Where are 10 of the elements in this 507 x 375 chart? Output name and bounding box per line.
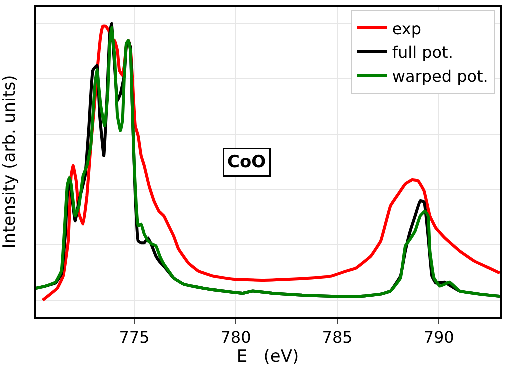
legend-label: warped pot. bbox=[392, 66, 488, 86]
annotation: CoO bbox=[228, 152, 266, 172]
x-axis-title: E (eV) bbox=[236, 346, 300, 367]
x-tick-label: 790 bbox=[424, 328, 454, 347]
x-tick-label: 780 bbox=[220, 328, 252, 347]
legend-label: full pot. bbox=[392, 43, 454, 62]
x-tick-label: 775 bbox=[119, 328, 150, 347]
y-axis-title: Intensity (arb. units) bbox=[0, 75, 20, 249]
x-tick-label: 785 bbox=[322, 328, 353, 347]
legend-label: exp bbox=[392, 19, 422, 38]
